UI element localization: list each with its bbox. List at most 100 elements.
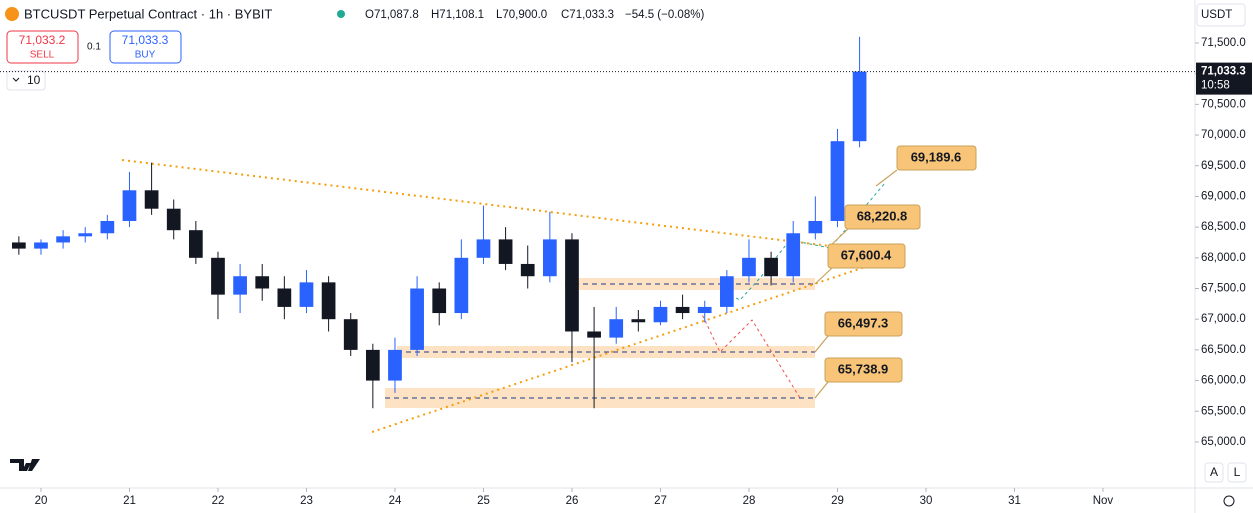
x-tick-label: 21 [123,495,136,507]
y-tick-label: 68,500.0 [1201,221,1246,233]
x-tick-label: 23 [300,495,313,507]
ohlc-open: O71,087.8 [365,9,419,21]
y-tick-label: 69,500.0 [1201,160,1246,172]
chevron [12,77,20,82]
ohlc-low: L70,900.0 [496,9,547,21]
candle-body [609,319,624,338]
logo [10,459,40,471]
countdown: 10:58 [1201,80,1230,92]
indicator-count: 10 [27,73,41,87]
auto-scale-button[interactable] [1204,462,1224,483]
candle-body [233,276,247,295]
candle-body [808,220,823,234]
y-tick-label: 67,500.0 [1201,283,1246,295]
callout-line [875,169,898,187]
callout-text: 65,738.9 [838,361,889,376]
buy-label: BUY [135,50,156,61]
callout-box [896,145,977,171]
callout-text: 67,600.4 [841,247,892,262]
candle-body [742,257,756,277]
callout-line [829,228,849,247]
candle-body [542,239,557,277]
y-tick-label: 67,000.0 [1201,313,1246,325]
settings-icon[interactable] [1223,495,1235,507]
projection [719,182,886,301]
callout-line [814,381,829,399]
y-tick-label: 70,500.0 [1201,98,1246,110]
y-tick-label: 65,000.0 [1201,436,1246,448]
ohlc-high: H71,108.1 [431,9,484,21]
candle-body [675,306,690,314]
currency-button[interactable] [1196,3,1246,27]
ohlc-change: −54.5 (−0.08%) [625,9,704,21]
x-tick-label: 28 [743,495,756,507]
y-tick-label: 69,000.0 [1201,190,1246,202]
callout-box [827,243,906,269]
trend-line [121,159,831,247]
candle-body [34,242,48,249]
candle-body [852,71,867,142]
candle-body [56,236,70,243]
candle-body [631,319,646,323]
candle-body [697,306,712,314]
candle-body [520,263,535,277]
candle-body [166,208,181,231]
candle-body [432,288,447,314]
log-scale-button[interactable] [1227,462,1247,483]
x-tick-label: 27 [654,495,667,507]
buy-button[interactable] [109,30,182,64]
candle-body [255,276,270,289]
status-dot [337,10,345,18]
y-tick-label: 65,500.0 [1201,405,1246,417]
callout-box [844,204,921,230]
candle-body [719,276,734,307]
candle-body [653,306,668,323]
callout-text: 68,220.8 [857,208,908,223]
indicators-toggle[interactable] [6,70,46,91]
x-tick-label: 26 [566,495,579,507]
candle-body [343,319,358,350]
ohlc-close: C71,033.3 [561,9,614,21]
last-price-box [1196,62,1252,95]
candle-body [321,282,336,320]
candle-body [365,349,380,381]
candle-body [188,230,203,258]
currency: USDT [1201,9,1232,21]
candle-body [144,190,159,209]
x-tick-label: 25 [477,495,490,507]
buy-price: 71,033.3 [122,33,169,47]
symbol[interactable]: BTCUSDT Perpetual Contract · 1h · BYBIT [24,6,272,21]
callout-line [814,335,829,353]
x-tick-label: 29 [831,495,844,507]
candle-body [11,242,26,249]
zone [385,388,815,408]
auto-scale: A [1210,465,1218,479]
last-price: 71,033.3 [1201,66,1246,78]
x-tick-label: Nov [1093,495,1114,507]
candle-body [299,282,314,307]
callout-text: 69,189.6 [911,149,962,164]
x-tick-label: 22 [212,495,225,507]
candle-body [786,233,801,277]
y-tick-label: 68,000.0 [1201,252,1246,264]
y-tick-label: 66,000.0 [1201,375,1246,387]
candle-body [476,239,491,258]
x-tick-label: 24 [389,495,402,507]
x-tick-label: 20 [35,495,48,507]
sell-price: 71,033.2 [19,33,66,47]
sell-button[interactable] [6,30,79,64]
y-tick-label: 71,500.0 [1201,37,1246,49]
candle-body [498,239,513,264]
symbol-icon [5,7,19,21]
candle-body [78,233,93,237]
candle-body [587,331,601,338]
candle-body [100,220,115,234]
y-tick-label: 66,500.0 [1201,344,1246,356]
candle-body [410,288,424,350]
candle-body [277,288,292,307]
candle-body [454,257,469,314]
callout-text: 66,497.3 [838,315,889,330]
x-tick-label: 31 [1008,495,1021,507]
zone [565,278,815,290]
